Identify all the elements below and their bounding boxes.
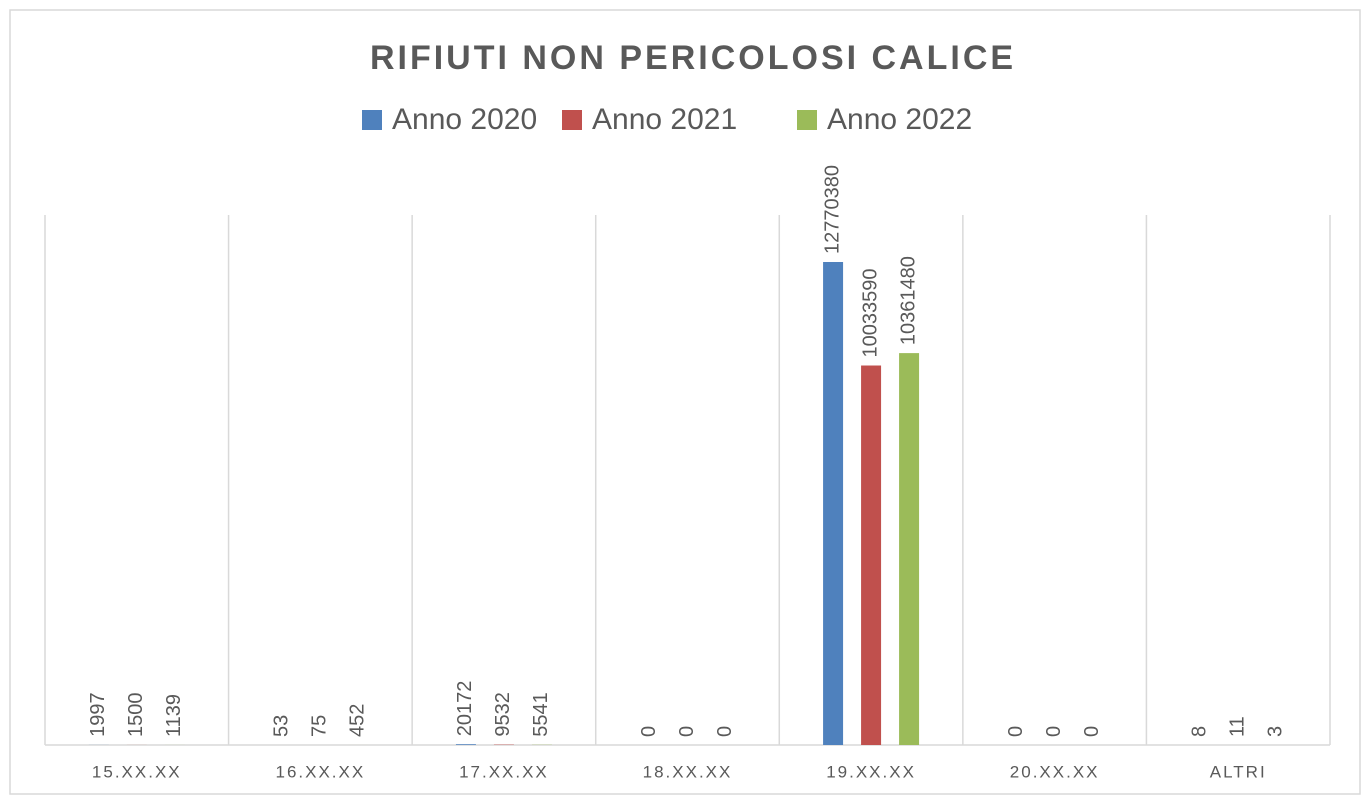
data-label: 0 [638,726,660,737]
bar [823,262,844,745]
data-label: 53 [271,715,293,737]
data-label: 1500 [125,692,147,737]
data-label: 5541 [530,692,552,737]
x-tick-label: 17.XX.XX [459,762,549,781]
chart-title: RIFIUTI NON PERICOLOSI CALICE [370,39,1016,77]
data-label: 10033590 [859,269,881,358]
legend-swatch [562,110,582,130]
data-label: 3 [1264,726,1286,737]
data-label: 75 [309,715,331,737]
legend-label: Anno 2020 [392,103,537,136]
data-label: 0 [1081,726,1103,737]
chart-border [9,9,1361,795]
data-label: 8 [1188,726,1210,737]
data-label: 11 [1226,716,1248,737]
data-label: 12770380 [821,165,843,254]
data-label: 1139 [163,694,185,737]
data-label: 9532 [492,692,514,737]
x-tick-label: 18.XX.XX [643,762,733,781]
legend-label: Anno 2021 [592,103,737,136]
data-label: 0 [714,726,736,737]
x-tick-label: 20.XX.XX [1010,762,1100,781]
bar [861,365,882,745]
data-label: 10361480 [897,256,919,345]
data-label: 452 [347,704,369,737]
x-tick-label: 15.XX.XX [92,762,182,781]
x-tick-label: 16.XX.XX [275,762,365,781]
data-label: 1997 [87,692,109,737]
legend-swatch [797,110,817,130]
legend-label: Anno 2022 [827,103,972,136]
data-label: 0 [676,726,698,737]
x-tick-label: ALTRI [1210,762,1267,781]
data-label: 20172 [454,681,476,737]
x-tick-label: 19.XX.XX [826,762,916,781]
legend-swatch [362,110,382,130]
data-label: 0 [1005,726,1027,737]
data-label: 0 [1043,726,1065,737]
bar [899,353,920,745]
bar [455,744,476,745]
